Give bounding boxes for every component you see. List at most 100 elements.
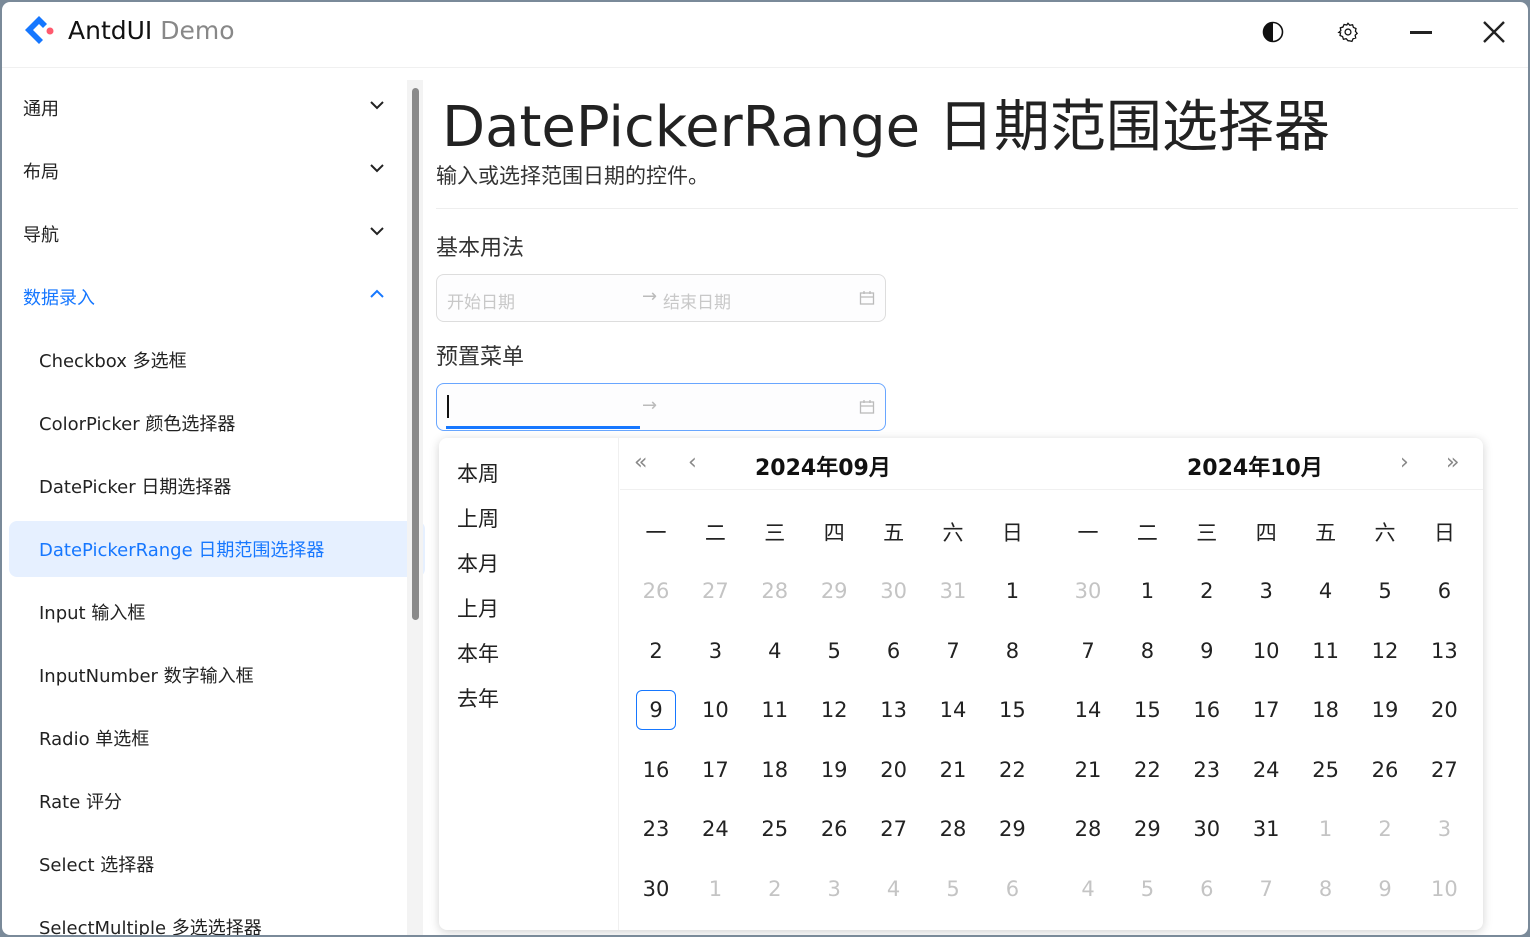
calendar-day[interactable]: 26 <box>820 817 848 842</box>
calendar-day[interactable]: 9 <box>1200 638 1214 663</box>
calendar-day[interactable]: 7 <box>946 638 960 663</box>
calendar-day-other-month[interactable]: 30 <box>880 579 907 603</box>
calendar-day[interactable]: 22 <box>999 757 1026 782</box>
calendar-day[interactable]: 1 <box>1005 579 1020 603</box>
calendar-day-other-month[interactable]: 5 <box>946 877 960 901</box>
start-date-input[interactable]: 开始日期 <box>447 293 515 313</box>
calendar-day[interactable]: 9 <box>636 690 676 731</box>
calendar-day-other-month[interactable]: 29 <box>820 579 848 603</box>
right-month-title[interactable]: 2024年10月 <box>1187 456 1323 481</box>
calendar-day-other-month[interactable]: 6 <box>1200 877 1214 901</box>
sidebar-item[interactable]: SelectMultiple 多选选择器 <box>9 899 409 935</box>
calendar-day[interactable]: 3 <box>708 638 723 663</box>
sidebar-scrollbar[interactable] <box>407 80 423 935</box>
calendar-day[interactable]: 4 <box>1318 579 1333 603</box>
calendar-day-other-month[interactable]: 4 <box>1081 877 1095 901</box>
calendar-day[interactable]: 14 <box>939 698 967 723</box>
preset-item[interactable]: 上周 <box>457 507 499 531</box>
next-year-icon[interactable]: » <box>1446 450 1460 475</box>
calendar-day[interactable]: 31 <box>1252 817 1280 842</box>
calendar-day[interactable]: 12 <box>820 698 848 723</box>
calendar-day[interactable]: 16 <box>1193 698 1221 723</box>
prev-month-icon[interactable]: ‹ <box>688 450 697 475</box>
calendar-day[interactable]: 28 <box>939 817 967 842</box>
calendar-day[interactable]: 26 <box>1371 757 1399 782</box>
sidebar-item[interactable]: Radio 单选框 <box>9 710 409 766</box>
calendar-day[interactable]: 19 <box>820 757 848 782</box>
left-month-title[interactable]: 2024年09月 <box>755 456 891 481</box>
calendar-day-other-month[interactable]: 27 <box>702 579 729 603</box>
preset-item[interactable]: 上月 <box>457 597 499 621</box>
calendar-day[interactable]: 18 <box>761 757 789 782</box>
calendar-day-other-month[interactable]: 31 <box>939 579 967 603</box>
sidebar-item[interactable]: DatePickerRange 日期范围选择器 <box>9 521 425 577</box>
calendar-day[interactable]: 27 <box>1431 757 1458 782</box>
calendar-day[interactable]: 5 <box>827 638 841 663</box>
calendar-day-other-month[interactable]: 3 <box>827 877 841 901</box>
sidebar-item[interactable]: ColorPicker 颜色选择器 <box>9 395 409 451</box>
calendar-day[interactable]: 10 <box>702 698 729 723</box>
calendar-day[interactable]: 5 <box>1378 579 1392 603</box>
calendar-day[interactable]: 25 <box>1312 757 1339 782</box>
calendar-day[interactable]: 24 <box>1252 757 1280 782</box>
calendar-day[interactable]: 30 <box>642 877 670 901</box>
calendar-day[interactable]: 25 <box>761 817 789 842</box>
calendar-day-other-month[interactable]: 1 <box>1318 817 1333 842</box>
calendar-day[interactable]: 20 <box>880 757 907 782</box>
end-date-input[interactable]: 结束日期 <box>663 293 731 313</box>
calendar-day[interactable]: 29 <box>1134 817 1161 842</box>
calendar-day[interactable]: 4 <box>768 638 782 663</box>
theme-toggle-button[interactable] <box>1255 14 1291 50</box>
sidebar-item[interactable]: 布局 <box>9 143 409 199</box>
calendar-day[interactable]: 20 <box>1431 698 1458 723</box>
calendar-day-other-month[interactable]: 1 <box>708 877 723 901</box>
calendar-day[interactable]: 29 <box>999 817 1026 842</box>
minimize-button[interactable] <box>1403 14 1439 50</box>
calendar-day[interactable]: 15 <box>999 698 1026 723</box>
preset-date-range-picker[interactable]: → <box>436 383 886 431</box>
calendar-day[interactable]: 8 <box>1005 638 1020 663</box>
calendar-day-other-month[interactable]: 8 <box>1318 877 1333 901</box>
preset-item[interactable]: 本周 <box>457 462 499 486</box>
preset-item[interactable]: 去年 <box>457 687 499 711</box>
calendar-day[interactable]: 19 <box>1371 698 1399 723</box>
calendar-day[interactable]: 2 <box>1200 579 1214 603</box>
calendar-day[interactable]: 6 <box>1437 579 1452 603</box>
calendar-day[interactable]: 14 <box>1074 698 1102 723</box>
calendar-day[interactable]: 27 <box>880 817 907 842</box>
calendar-day[interactable]: 11 <box>1312 638 1339 663</box>
calendar-day[interactable]: 24 <box>702 817 729 842</box>
calendar-day[interactable]: 13 <box>1431 638 1458 663</box>
sidebar-item[interactable]: 导航 <box>9 206 409 262</box>
sidebar-item[interactable]: Rate 评分 <box>9 773 409 829</box>
calendar-day[interactable]: 15 <box>1134 698 1161 723</box>
calendar-day-other-month[interactable]: 26 <box>642 579 670 603</box>
prev-year-icon[interactable]: « <box>634 450 648 475</box>
calendar-day[interactable]: 16 <box>642 757 670 782</box>
preset-item[interactable]: 本年 <box>457 642 499 666</box>
calendar-day[interactable]: 17 <box>702 757 729 782</box>
next-month-icon[interactable]: › <box>1400 450 1409 475</box>
calendar-day[interactable]: 10 <box>1252 638 1280 663</box>
calendar-day[interactable]: 28 <box>1074 817 1102 842</box>
calendar-day[interactable]: 21 <box>939 757 967 782</box>
calendar-day[interactable]: 3 <box>1259 579 1273 603</box>
calendar-day[interactable]: 17 <box>1252 698 1280 723</box>
calendar-day[interactable]: 2 <box>649 638 663 663</box>
sidebar-item[interactable]: 数据录入 <box>9 269 409 325</box>
calendar-day[interactable]: 1 <box>1140 579 1155 603</box>
basic-date-range-picker[interactable]: 开始日期 → 结束日期 <box>436 274 886 322</box>
calendar-day[interactable]: 8 <box>1140 638 1155 663</box>
sidebar-item[interactable]: InputNumber 数字输入框 <box>9 647 409 703</box>
sidebar-item[interactable]: Input 输入框 <box>9 584 409 640</box>
calendar-day-other-month[interactable]: 30 <box>1074 579 1102 603</box>
settings-button[interactable] <box>1330 14 1366 50</box>
scrollbar-thumb[interactable] <box>412 88 419 620</box>
sidebar-item[interactable]: DatePicker 日期选择器 <box>9 458 409 514</box>
sidebar-item[interactable]: 通用 <box>9 80 409 136</box>
preset-item[interactable]: 本月 <box>457 552 499 576</box>
calendar-day-other-month[interactable]: 3 <box>1437 817 1452 842</box>
calendar-day-other-month[interactable]: 7 <box>1259 877 1273 901</box>
calendar-day[interactable]: 23 <box>642 817 670 842</box>
sidebar-item[interactable]: Select 选择器 <box>9 836 409 892</box>
